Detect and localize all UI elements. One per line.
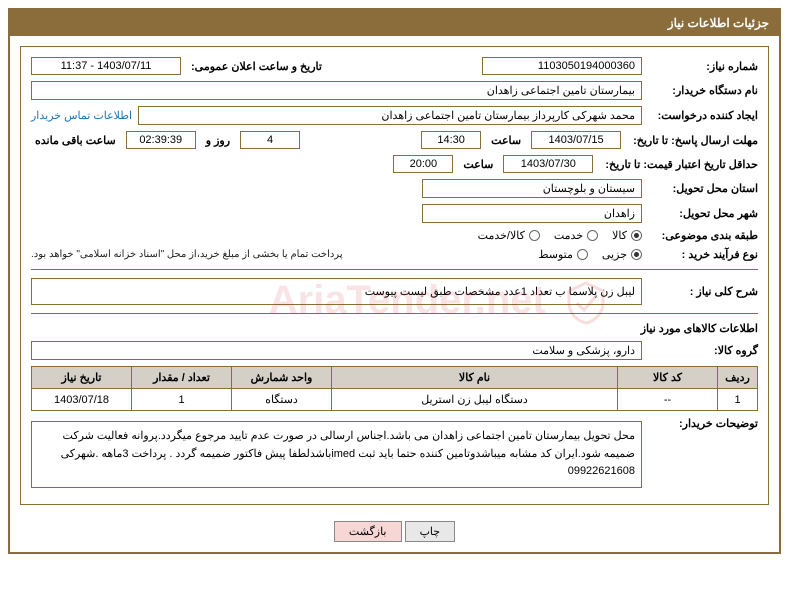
col-date: تاریخ نیاز xyxy=(32,367,132,389)
min-valid-time: 20:00 xyxy=(393,155,453,173)
delivery-prov-value: سیستان و بلوچستان xyxy=(422,179,642,198)
radio-medium[interactable] xyxy=(577,249,588,260)
buyer-notes-value: محل تحویل بیمارستان تامین اجتماعی زاهدان… xyxy=(31,421,642,488)
buyer-notes-label: توضیحات خریدار: xyxy=(648,417,758,430)
footer-buttons: چاپ بازگشت xyxy=(10,515,779,552)
announce-label: تاریخ و ساعت اعلان عمومی: xyxy=(187,60,326,73)
table-header-row: ردیف کد کالا نام کالا واحد شمارش تعداد /… xyxy=(32,367,758,389)
purchase-type-label: نوع فرآیند خرید : xyxy=(648,248,758,261)
requester-value: محمد شهرکی کارپرداز بیمارستان تامین اجتم… xyxy=(138,106,642,125)
payment-note: پرداخت تمام یا بخشی از مبلغ خرید،از محل … xyxy=(31,249,343,260)
delivery-city-value: زاهدان xyxy=(422,204,642,223)
min-valid-label: حداقل تاریخ اعتبار قیمت: تا تاریخ: xyxy=(599,158,758,171)
cell-row: 1 xyxy=(718,389,758,411)
cell-name: دستگاه لیبل زن استریل xyxy=(332,389,618,411)
cell-date: 1403/07/18 xyxy=(32,389,132,411)
table-row: 1 -- دستگاه لیبل زن استریل دستگاه 1 1403… xyxy=(32,389,758,411)
cell-qty: 1 xyxy=(132,389,232,411)
deadline-reply-date: 1403/07/15 xyxy=(531,131,621,149)
announce-value: 1403/07/11 - 11:37 xyxy=(31,57,181,75)
delivery-prov-label: استان محل تحویل: xyxy=(648,182,758,195)
main-panel: جزئیات اطلاعات نیاز شماره نیاز: 11030501… xyxy=(8,8,781,554)
col-qty: تعداد / مقدار xyxy=(132,367,232,389)
category-radios: کالا خدمت کالا/خدمت xyxy=(478,229,642,242)
goods-table: ردیف کد کالا نام کالا واحد شمارش تعداد /… xyxy=(31,366,758,411)
general-desc-value: لیبل زن پلاسما ب تعداد 1عدد مشخصات طبق ل… xyxy=(31,278,642,305)
back-button[interactable]: بازگشت xyxy=(334,521,402,542)
requester-label: ایجاد کننده درخواست: xyxy=(648,109,758,122)
goods-group-label: گروه کالا: xyxy=(648,344,758,357)
col-name: نام کالا xyxy=(332,367,618,389)
radio-goods-service[interactable] xyxy=(529,230,540,241)
day-and-label: روز و xyxy=(202,134,234,147)
need-number-label: شماره نیاز: xyxy=(648,60,758,73)
cell-unit: دستگاه xyxy=(232,389,332,411)
cell-code: -- xyxy=(618,389,718,411)
radio-goods[interactable] xyxy=(631,230,642,241)
buyer-org-label: نام دستگاه خریدار: xyxy=(648,84,758,97)
min-valid-date: 1403/07/30 xyxy=(503,155,593,173)
general-desc-label: شرح کلی نیاز : xyxy=(648,285,758,298)
contact-buyer-link[interactable]: اطلاعات تماس خریدار xyxy=(31,109,132,122)
col-row: ردیف xyxy=(718,367,758,389)
remaining-time: 02:39:39 xyxy=(126,131,196,149)
hour-label-2: ساعت xyxy=(459,158,497,171)
separator-1 xyxy=(31,269,758,270)
remaining-days: 4 xyxy=(240,131,300,149)
col-unit: واحد شمارش xyxy=(232,367,332,389)
deadline-reply-label: مهلت ارسال پاسخ: تا تاریخ: xyxy=(627,134,758,147)
panel-header: جزئیات اطلاعات نیاز xyxy=(10,10,779,36)
separator-2 xyxy=(31,313,758,314)
col-code: کد کالا xyxy=(618,367,718,389)
content-area: شماره نیاز: 1103050194000360 تاریخ و ساع… xyxy=(20,46,769,505)
need-number-value: 1103050194000360 xyxy=(482,57,642,75)
print-button[interactable]: چاپ xyxy=(405,521,456,542)
radio-partial[interactable] xyxy=(631,249,642,260)
goods-info-title: اطلاعات کالاهای مورد نیاز xyxy=(31,322,758,335)
remaining-suffix: ساعت باقی مانده xyxy=(31,134,120,147)
goods-group-value: دارو، پزشکی و سلامت xyxy=(31,341,642,360)
hour-label-1: ساعت xyxy=(487,134,525,147)
category-label: طبقه بندی موضوعی: xyxy=(648,229,758,242)
delivery-city-label: شهر محل تحویل: xyxy=(648,207,758,220)
radio-service[interactable] xyxy=(587,230,598,241)
purchase-type-radios: جزیی متوسط xyxy=(538,248,642,261)
deadline-reply-time: 14:30 xyxy=(421,131,481,149)
buyer-org-value: بیمارستان تامین اجتماعی زاهدان xyxy=(31,81,642,100)
